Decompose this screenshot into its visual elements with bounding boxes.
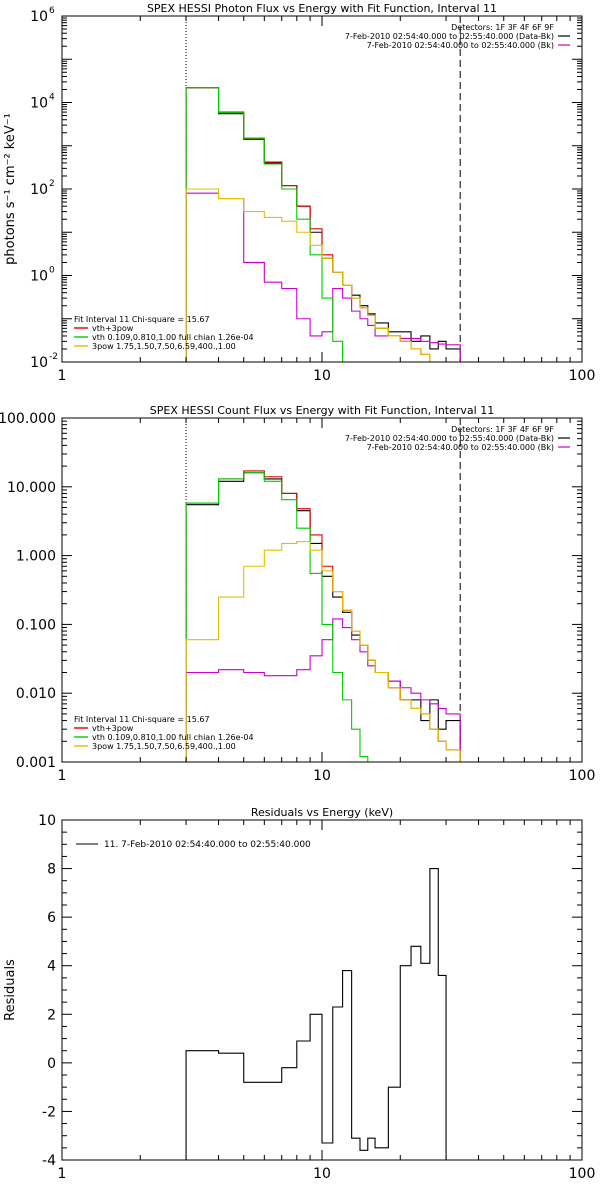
y-tick-label: 1.000 bbox=[16, 549, 56, 565]
plot-area bbox=[185, 868, 461, 1160]
x-tick-label: 10 bbox=[313, 1166, 331, 1182]
series-vth-3pow bbox=[185, 470, 461, 762]
y-tick-exponent: 0 bbox=[49, 266, 55, 276]
y-tick-label: -4 bbox=[42, 1153, 56, 1169]
y-tick-label: 0.100 bbox=[16, 617, 56, 633]
x-tick-label: 10 bbox=[313, 368, 331, 384]
header-line-3: 7-Feb-2010 02:54:40.000 to 02:55:40.000 … bbox=[367, 443, 554, 452]
chart-title: SPEX HESSI Photon Flux vs Energy with Fi… bbox=[147, 2, 497, 15]
series-3pow bbox=[185, 541, 461, 762]
y-tick-exponent: 6 bbox=[49, 6, 55, 16]
fit-legend-item: vth+3pow bbox=[92, 324, 134, 333]
fit-legend-item: vth 0.109,0.810,1.00 full chian 1.26e-04 bbox=[92, 733, 254, 742]
chart-title: Residuals vs Energy (keV) bbox=[251, 806, 393, 819]
y-tick-label: 100.000 bbox=[0, 411, 56, 427]
y-tick-label: 10.000 bbox=[7, 480, 56, 496]
header-line-3: 7-Feb-2010 02:54:40.000 to 02:55:40.000 … bbox=[367, 41, 554, 50]
x-tick-label: 1 bbox=[58, 368, 67, 384]
y-tick-label: 2 bbox=[47, 1007, 56, 1023]
x-tick-label: 1 bbox=[58, 1166, 67, 1182]
y-tick-exponent: 2 bbox=[49, 179, 55, 189]
y-axis-label: photons s⁻¹ cm⁻² keV⁻¹ bbox=[3, 113, 18, 265]
y-tick-label: 0 bbox=[47, 1056, 56, 1072]
x-tick-label: 100 bbox=[569, 1166, 596, 1182]
y-tick-label: 8 bbox=[47, 862, 56, 878]
chart-title: SPEX HESSI Count Flux vs Energy with Fit… bbox=[150, 404, 494, 417]
series-vth bbox=[185, 87, 352, 362]
fit-header: Fit Interval 11 Chi-square = 15.67 bbox=[74, 315, 210, 324]
header-line-2: 7-Feb-2010 02:54:40.000 to 02:55:40.000 … bbox=[345, 32, 554, 41]
x-tick-label: 100 bbox=[569, 368, 596, 384]
plot-area bbox=[185, 16, 461, 362]
fit-legend-item: 3pow 1.75,1.50,7.50,6.59,400.,1.00 bbox=[92, 342, 236, 351]
y-tick-label: -2 bbox=[42, 1104, 56, 1120]
y-tick-label: 0.010 bbox=[16, 686, 56, 702]
series-3pow bbox=[185, 188, 461, 362]
chart-panel-3: Residuals vs Energy (keV) 1 10 100 -4 -2 0 2 4 6 8… bbox=[3, 806, 595, 1182]
legend-entry: 11. 7-Feb-2010 02:54:40.000 to 02:55:40.… bbox=[104, 840, 311, 850]
series-data-bk bbox=[185, 472, 461, 762]
series-vth-3pow bbox=[185, 87, 461, 362]
x-tick-label: 10 bbox=[313, 768, 331, 784]
y-tick-label: 10 bbox=[30, 182, 48, 198]
y-tick-label: 10 bbox=[30, 269, 48, 285]
y-tick-label: 10 bbox=[30, 9, 48, 25]
y-tick-label: 4 bbox=[47, 959, 56, 975]
y-tick-label: 10 bbox=[38, 813, 56, 829]
y-tick-exponent: -2 bbox=[49, 352, 58, 362]
series-residuals bbox=[185, 868, 461, 1160]
header-line-1: Detectors: 1F 3F 4F 6F 9F bbox=[451, 425, 554, 434]
chart-panel-1: SPEX HESSI Photon Flux vs Energy with Fi… bbox=[3, 2, 595, 384]
fit-legend-item: vth 0.109,0.810,1.00 full chian 1.26e-04 bbox=[92, 333, 254, 342]
y-tick-label: 6 bbox=[47, 910, 56, 926]
axes-frame bbox=[61, 15, 583, 363]
chart-panel-2: SPEX HESSI Count Flux vs Energy with Fit… bbox=[0, 404, 595, 784]
series-bk bbox=[185, 192, 461, 362]
y-tick-label: 10 bbox=[30, 355, 48, 371]
x-tick-label: 100 bbox=[569, 768, 596, 784]
series-data-bk bbox=[185, 87, 461, 362]
y-axis-label: Residuals bbox=[3, 959, 18, 1021]
fit-header: Fit Interval 11 Chi-square = 15.67 bbox=[74, 715, 210, 724]
header-line-2: 7-Feb-2010 02:54:40.000 to 02:55:40.000 … bbox=[345, 434, 554, 443]
y-tick-label: 0.001 bbox=[16, 755, 56, 771]
x-tick-label: 1 bbox=[58, 768, 67, 784]
fit-legend-item: vth+3pow bbox=[92, 724, 134, 733]
fit-legend-item: 3pow 1.75,1.50,7.50,6.59,400.,1.00 bbox=[92, 742, 236, 751]
plot-area bbox=[185, 418, 461, 762]
y-tick-exponent: 4 bbox=[49, 93, 55, 103]
header-line-1: Detectors: 1F 3F 4F 6F 9F bbox=[451, 23, 554, 32]
series-vth bbox=[185, 472, 369, 762]
y-tick-label: 10 bbox=[30, 96, 48, 112]
